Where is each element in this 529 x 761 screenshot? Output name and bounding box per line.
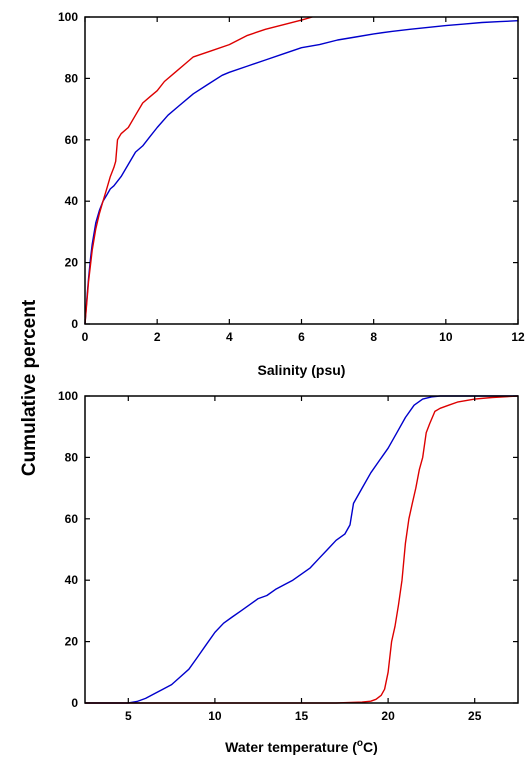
x-tick-label: 10 — [208, 709, 222, 723]
y-tick-label: 20 — [65, 635, 79, 649]
water-temperature-chart: 5 10 15 20 25 0 20 40 60 80 100 Water temperature (… — [58, 389, 519, 755]
x-tick-label: 0 — [82, 330, 89, 344]
x-tick-label: 8 — [370, 330, 377, 344]
x-tick-label: 15 — [295, 709, 309, 723]
x-tick-label: 20 — [381, 709, 395, 723]
x-tick-label: 25 — [468, 709, 482, 723]
plot-frame — [84, 16, 519, 325]
y-tick-label: 60 — [65, 133, 79, 147]
y-tick-label: 0 — [71, 317, 78, 331]
y-tick-label: 100 — [58, 389, 78, 403]
y-tick-label: 80 — [65, 71, 79, 85]
y-tick-label: 20 — [65, 256, 79, 270]
y-tick-label: 40 — [65, 194, 79, 208]
plot-frame — [84, 395, 519, 704]
y-tick-label: 80 — [65, 450, 79, 464]
series-line-1 — [84, 20, 519, 325]
salinity-chart: 0 2 4 6 8 10 12 0 20 40 60 80 100 Salinity (psu) — [58, 10, 525, 378]
x-tick-label: 2 — [154, 330, 161, 344]
x-tick-label: 10 — [439, 330, 453, 344]
x-axis-label: Salinity (psu) — [258, 362, 346, 378]
y-tick-label: 40 — [65, 573, 79, 587]
y-tick-label: 60 — [65, 512, 79, 526]
x-tick-label: 12 — [511, 330, 525, 344]
series-line-2 — [85, 395, 519, 704]
series-line-1 — [85, 395, 518, 704]
x-tick-label: 5 — [125, 709, 132, 723]
x-tick-label: 6 — [298, 330, 305, 344]
x-axis-label: Water temperature (oC) — [225, 738, 378, 755]
shared-y-axis-label: Cumulative percent — [19, 299, 40, 476]
x-tick-label: 4 — [226, 330, 233, 344]
y-tick-label: 100 — [58, 10, 78, 24]
series-line-2 — [84, 16, 313, 325]
y-tick-label: 0 — [71, 696, 78, 710]
